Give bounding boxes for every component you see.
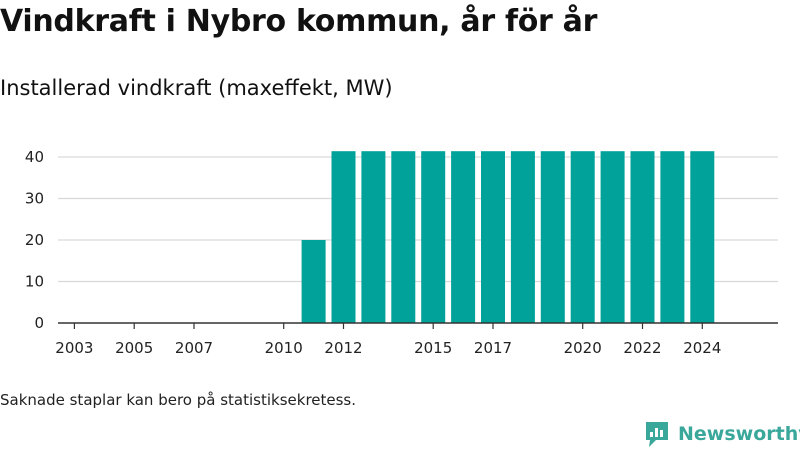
- bar-2013: [361, 151, 386, 323]
- x-tick-label: 2022: [623, 339, 661, 357]
- x-tick-label: 2024: [683, 339, 721, 357]
- x-tick-label: 2007: [175, 339, 213, 357]
- bar-2017: [481, 151, 505, 323]
- chart-subtitle: Installerad vindkraft (maxeffekt, MW): [0, 76, 393, 100]
- bar-2016: [451, 151, 476, 323]
- x-tick-label: 2020: [564, 339, 602, 357]
- chart-title: Vindkraft i Nybro kommun, år för år: [0, 4, 598, 39]
- y-tick-label: 10: [25, 273, 44, 291]
- y-tick-label: 0: [34, 314, 44, 332]
- bar-2019: [540, 151, 565, 323]
- bar-2018: [510, 151, 535, 323]
- x-tick-label: 2015: [414, 339, 452, 357]
- y-tick-label: 40: [25, 148, 44, 166]
- bar-2012: [331, 151, 356, 323]
- bar-2014: [391, 151, 416, 323]
- newsworthy-icon: [646, 422, 668, 447]
- bar-2022: [630, 151, 655, 323]
- bar-2015: [421, 151, 446, 323]
- bar-2011: [301, 240, 326, 323]
- newsworthy-logo: Newsworthy: [644, 420, 800, 448]
- bar-2023: [660, 151, 685, 323]
- bar-2021: [600, 151, 625, 323]
- x-tick-label: 2003: [55, 339, 93, 357]
- x-tick-label: 2012: [324, 339, 362, 357]
- footnote: Saknade staplar kan bero på statistiksek…: [0, 391, 357, 409]
- x-tick-label: 2010: [265, 339, 303, 357]
- bar-2020: [570, 151, 595, 323]
- bar-2024: [690, 151, 715, 323]
- brand-name: Newsworthy: [678, 423, 800, 445]
- y-tick-label: 20: [25, 231, 44, 249]
- bar-chart: 0 10 20 30 40 2003 2005 2007 2010 2012 2015 2017 202…: [25, 148, 778, 357]
- y-tick-label: 30: [25, 190, 44, 208]
- x-tick-label: 2005: [115, 339, 153, 357]
- x-tick-label: 2017: [474, 339, 512, 357]
